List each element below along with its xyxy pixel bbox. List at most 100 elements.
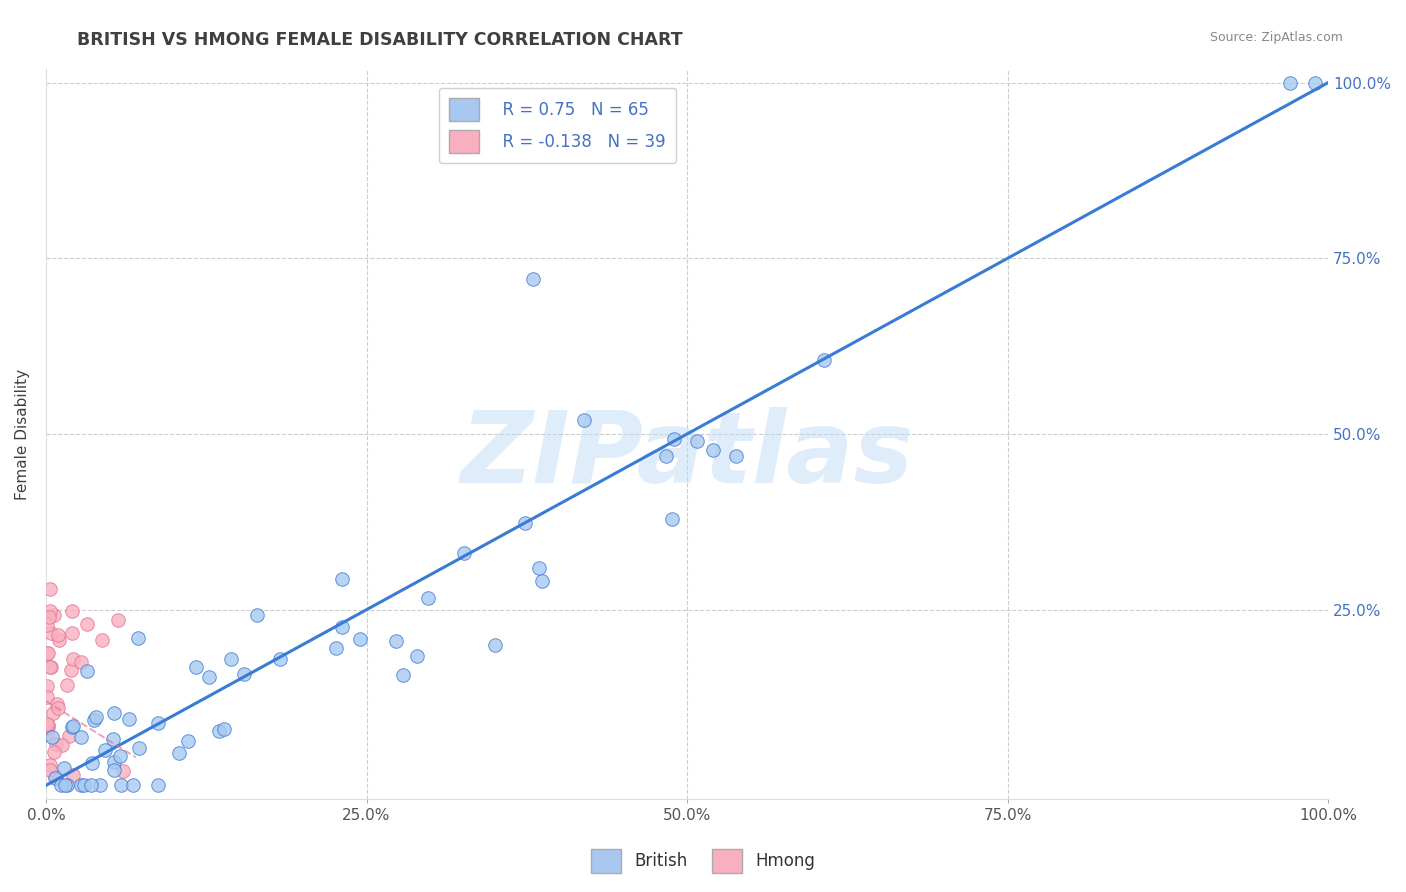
- Point: [45, 770, 67, 784]
- Point: [38, 582, 60, 596]
- Text: ZIPatlas: ZIPatlas: [461, 408, 914, 504]
- Point: [69, 730, 91, 744]
- Point: [46, 697, 69, 711]
- Point: [111, 764, 134, 779]
- Point: [1305, 76, 1327, 90]
- Point: [531, 574, 554, 588]
- Point: [38, 660, 60, 674]
- Point: [60, 663, 83, 677]
- Point: [56, 778, 79, 792]
- Point: [60, 720, 83, 734]
- Point: [37, 690, 59, 704]
- Point: [44, 745, 66, 759]
- Point: [48, 701, 70, 715]
- Point: [41, 625, 63, 640]
- Point: [46, 628, 69, 642]
- Point: [574, 413, 596, 427]
- Point: [53, 778, 76, 792]
- Point: [212, 722, 235, 736]
- Point: [184, 659, 207, 673]
- Point: [392, 668, 415, 682]
- Point: [42, 607, 65, 622]
- Point: [685, 434, 707, 448]
- Point: [527, 561, 550, 575]
- Point: [103, 731, 125, 746]
- Point: [62, 768, 84, 782]
- Point: [60, 626, 83, 640]
- Legend:   R = 0.75   N = 65,   R = -0.138   N = 39: R = 0.75 N = 65, R = -0.138 N = 39: [439, 87, 676, 163]
- Point: [233, 667, 256, 681]
- Point: [513, 516, 536, 530]
- Point: [70, 778, 93, 792]
- Point: [122, 778, 145, 792]
- Point: [62, 719, 84, 733]
- Point: [86, 710, 108, 724]
- Point: [80, 756, 103, 771]
- Point: [83, 713, 105, 727]
- Point: [76, 617, 98, 632]
- Point: [73, 778, 96, 792]
- Point: [330, 620, 353, 634]
- Point: [58, 729, 80, 743]
- Point: [406, 648, 429, 663]
- Point: [37, 646, 59, 660]
- Point: [56, 678, 79, 692]
- Point: [48, 632, 70, 647]
- Point: [103, 755, 125, 769]
- Y-axis label: Female Disability: Female Disability: [15, 368, 30, 500]
- Point: [39, 659, 62, 673]
- Point: [661, 512, 683, 526]
- Point: [198, 670, 221, 684]
- Point: [37, 646, 59, 660]
- Point: [76, 664, 98, 678]
- Point: [51, 738, 73, 752]
- Point: [39, 764, 62, 778]
- Point: [44, 771, 66, 785]
- Point: [219, 651, 242, 665]
- Point: [37, 720, 59, 734]
- Point: [177, 734, 200, 748]
- Point: [702, 442, 724, 457]
- Point: [89, 778, 111, 792]
- Point: [385, 634, 408, 648]
- Point: [522, 272, 544, 286]
- Point: [416, 591, 439, 605]
- Point: [45, 737, 67, 751]
- Point: [484, 638, 506, 652]
- Point: [53, 760, 76, 774]
- Point: [127, 631, 149, 645]
- Point: [41, 731, 63, 745]
- Point: [60, 604, 83, 618]
- Point: [37, 716, 59, 731]
- Point: [146, 716, 169, 731]
- Point: [1278, 76, 1301, 90]
- Point: [208, 724, 231, 739]
- Point: [118, 712, 141, 726]
- Point: [94, 743, 117, 757]
- Point: [38, 610, 60, 624]
- Point: [91, 633, 114, 648]
- Point: [813, 352, 835, 367]
- Point: [62, 652, 84, 666]
- Point: [37, 618, 59, 632]
- Point: [103, 763, 125, 777]
- Point: [103, 706, 125, 720]
- Point: [38, 758, 60, 772]
- Point: [80, 778, 103, 792]
- Text: Source: ZipAtlas.com: Source: ZipAtlas.com: [1209, 31, 1343, 45]
- Point: [70, 655, 93, 669]
- Point: [725, 449, 748, 463]
- Point: [246, 608, 269, 623]
- Point: [128, 740, 150, 755]
- Legend: British, Hmong: British, Hmong: [583, 842, 823, 880]
- Point: [37, 718, 59, 732]
- Point: [148, 778, 170, 792]
- Point: [107, 613, 129, 627]
- Point: [108, 749, 131, 764]
- Point: [167, 746, 190, 760]
- Point: [42, 706, 65, 721]
- Text: BRITISH VS HMONG FEMALE DISABILITY CORRELATION CHART: BRITISH VS HMONG FEMALE DISABILITY CORRE…: [77, 31, 683, 49]
- Point: [269, 652, 291, 666]
- Point: [110, 778, 132, 792]
- Point: [655, 449, 678, 463]
